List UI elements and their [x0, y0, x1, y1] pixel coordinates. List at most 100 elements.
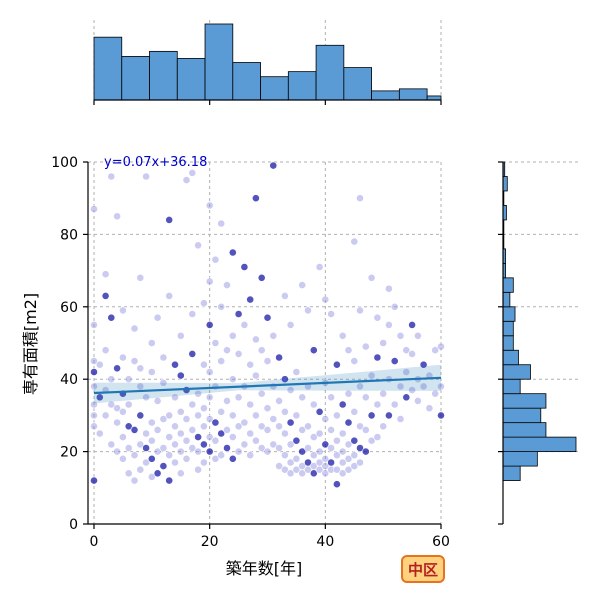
x-hist-bar — [371, 90, 400, 101]
data-point — [153, 425, 162, 434]
data-point — [431, 389, 440, 398]
data-point — [223, 346, 231, 355]
y-tick-label: 40 — [60, 372, 78, 388]
x-hist-bar — [315, 44, 345, 101]
data-point — [269, 331, 278, 340]
data-point — [217, 302, 226, 311]
data-point — [437, 342, 445, 351]
data-point — [90, 205, 98, 213]
data-point — [159, 353, 168, 362]
data-point — [182, 436, 191, 445]
data-point — [90, 476, 98, 485]
data-point — [171, 458, 179, 467]
data-point — [142, 458, 150, 467]
data-point — [199, 422, 208, 431]
data-point — [176, 429, 185, 438]
data-point — [286, 440, 295, 449]
data-point — [188, 425, 197, 434]
data-point — [361, 447, 370, 456]
data-point — [251, 194, 260, 203]
data-point — [350, 237, 359, 246]
data-point — [205, 320, 214, 329]
data-point — [194, 411, 202, 420]
data-point — [211, 418, 220, 427]
x-hist-bar — [232, 62, 261, 101]
data-point — [194, 241, 202, 250]
region-badge-label: 中区 — [408, 561, 438, 579]
data-point — [90, 400, 98, 409]
y-histogram — [502, 161, 577, 481]
data-point — [217, 407, 226, 416]
data-point — [327, 425, 335, 434]
data-point — [263, 357, 272, 365]
data-point — [298, 447, 307, 456]
data-point — [182, 176, 191, 184]
data-point — [211, 255, 220, 264]
x-hist-bar — [426, 95, 442, 101]
data-point — [327, 393, 335, 402]
data-point — [240, 440, 249, 449]
data-point — [211, 436, 220, 445]
data-point — [228, 411, 237, 420]
data-point — [182, 454, 191, 463]
data-point — [321, 295, 330, 304]
data-point — [350, 436, 359, 445]
data-point — [240, 263, 249, 271]
data-point — [176, 447, 185, 456]
data-point — [142, 172, 150, 181]
data-point — [321, 440, 330, 449]
data-point — [205, 393, 214, 402]
data-point — [165, 291, 174, 300]
data-point — [194, 389, 202, 398]
data-point — [188, 168, 197, 177]
y-tick-label: 20 — [60, 445, 78, 461]
data-point — [275, 444, 283, 452]
data-point — [431, 346, 440, 355]
y-hist-bar — [502, 306, 516, 322]
data-point — [130, 357, 139, 365]
data-point — [350, 462, 359, 470]
data-point — [321, 454, 330, 463]
data-point — [280, 429, 289, 438]
data-point — [124, 422, 133, 431]
data-point — [153, 447, 162, 456]
data-point — [332, 451, 341, 460]
data-point — [194, 465, 202, 474]
data-point — [356, 382, 364, 391]
data-point — [298, 393, 307, 402]
data-point — [280, 291, 289, 300]
data-point — [309, 451, 318, 460]
data-point — [95, 360, 104, 369]
data-point — [171, 422, 179, 431]
data-point — [292, 454, 301, 463]
data-point — [188, 349, 197, 358]
data-point — [344, 389, 353, 398]
data-point — [147, 368, 156, 376]
data-point — [119, 306, 127, 315]
data-point — [327, 444, 335, 452]
data-point — [217, 451, 226, 460]
data-point — [338, 447, 347, 456]
regression-equation: y=0.07x+36.18 — [104, 155, 207, 170]
data-point — [107, 313, 116, 322]
data-point — [304, 458, 312, 467]
data-point — [90, 411, 98, 420]
data-point — [205, 433, 214, 441]
data-point — [147, 454, 156, 463]
data-point — [350, 407, 359, 416]
data-point — [107, 172, 116, 181]
regression-confidence-band — [94, 364, 441, 404]
data-point — [396, 382, 405, 391]
data-point — [373, 433, 382, 441]
data-point — [373, 313, 382, 322]
data-point — [275, 462, 283, 470]
regression-band — [93, 364, 442, 404]
data-point — [199, 299, 208, 308]
data-point — [327, 310, 335, 318]
data-point — [367, 273, 376, 282]
data-point — [367, 411, 376, 420]
data-point — [246, 400, 255, 409]
data-point — [332, 411, 341, 420]
data-point — [344, 440, 353, 449]
